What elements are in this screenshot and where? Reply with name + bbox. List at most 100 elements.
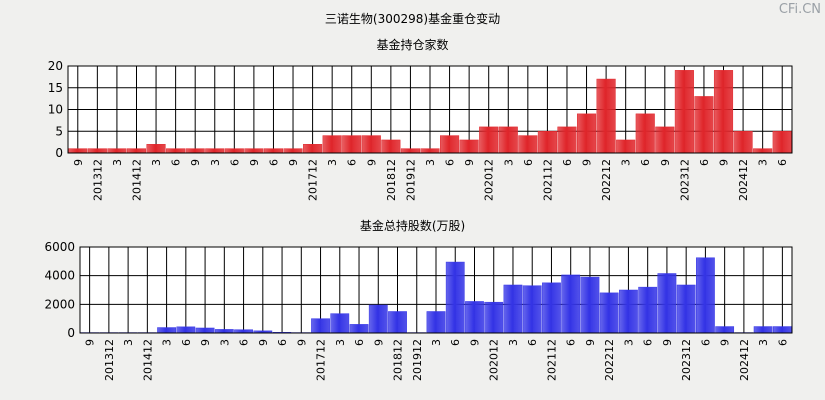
x-tick-label: 201912 [411, 339, 424, 381]
bar-202503 [753, 326, 773, 334]
x-tick-label: 3 [334, 339, 347, 346]
bar-202103 [503, 284, 523, 334]
bar-202009 [465, 301, 484, 334]
x-tick-label: 202112 [545, 339, 558, 381]
x-tick-label: 9 [84, 339, 97, 346]
x-tick-label: 6 [639, 159, 652, 166]
bar-202312 [676, 284, 696, 334]
x-tick-label: 202012 [488, 339, 501, 381]
x-tick-label: 3 [622, 339, 635, 346]
x-tick-label: 3 [502, 159, 515, 166]
x-tick-label: 3 [326, 159, 339, 166]
x-tick-label: 6 [522, 159, 535, 166]
bar-202006 [445, 261, 465, 334]
bar-202409 [715, 326, 735, 334]
x-tick-label: 3 [161, 339, 174, 346]
bar-201603 [214, 329, 234, 334]
x-tick-label: 9 [257, 339, 270, 346]
x-tick-label: 6 [699, 339, 712, 346]
x-tick-label: 3 [111, 159, 124, 166]
x-tick-label: 9 [365, 159, 378, 166]
chart2-title: 基金总持股数(万股) [359, 219, 466, 233]
x-tick-label: 6 [353, 339, 366, 346]
x-tick-label: 9 [661, 339, 674, 346]
x-tick-label: 201712 [315, 339, 328, 381]
bar-202303 [619, 289, 638, 334]
y-tick-label: 0 [55, 146, 63, 160]
bar-201509 [195, 327, 215, 334]
x-tick-label: 201912 [404, 159, 417, 201]
x-tick-label: 9 [295, 339, 308, 346]
x-tick-label: 6 [444, 159, 457, 166]
bar-201712 [311, 318, 330, 334]
x-tick-label: 3 [424, 159, 437, 166]
x-tick-label: 6 [561, 159, 574, 166]
bar-201812 [388, 311, 407, 334]
x-tick-label: 202112 [541, 159, 554, 201]
x-tick-label: 9 [584, 339, 597, 346]
x-tick-label: 3 [620, 159, 633, 166]
main-title: 三诺生物(300298)基金重仓变动 [324, 12, 501, 26]
bar-202003 [426, 311, 446, 334]
watermark: CFi.CN [778, 2, 821, 17]
bar-202306 [638, 286, 658, 334]
plot-frame [79, 246, 793, 334]
x-tick-label: 202212 [603, 339, 616, 381]
y-tick-label: 2000 [44, 297, 75, 311]
x-tick-label: 9 [248, 159, 261, 166]
x-tick-label: 202012 [483, 159, 496, 201]
x-tick-label: 6 [776, 159, 789, 166]
x-tick-label: 6 [698, 159, 711, 166]
x-tick-label: 3 [150, 159, 163, 166]
x-tick-label: 202412 [737, 159, 750, 201]
bar-202112 [542, 282, 561, 334]
x-tick-label: 9 [718, 159, 731, 166]
x-tick-label: 3 [430, 339, 443, 346]
bar-202406 [696, 257, 715, 334]
bar-202106 [522, 285, 542, 334]
x-tick-label: 202212 [600, 159, 613, 201]
x-tick-label: 201412 [141, 339, 154, 381]
x-tick-label: 201712 [307, 159, 320, 201]
x-tick-label: 3 [218, 339, 231, 346]
x-tick-label: 6 [238, 339, 251, 346]
y-tick-label: 15 [48, 81, 63, 95]
x-tick-label: 201812 [392, 339, 405, 381]
bar-201809 [368, 304, 388, 334]
x-tick-label: 201412 [130, 159, 143, 201]
bar-202506 [772, 326, 792, 334]
x-tick-label: 6 [276, 339, 289, 346]
chart1-title: 基金持仓家数 [376, 38, 449, 52]
bar-202309 [657, 273, 677, 334]
y-tick-label: 0 [67, 326, 75, 340]
bar-202012 [484, 301, 504, 334]
x-tick-label: 6 [267, 159, 280, 166]
y-tick-label: 4000 [44, 269, 75, 283]
x-tick-label: 201812 [385, 159, 398, 201]
bar-201806 [349, 324, 369, 334]
bar-201506 [176, 326, 196, 334]
x-tick-label: 6 [776, 339, 789, 346]
x-tick-label: 9 [659, 159, 672, 166]
bar-202206 [561, 274, 581, 334]
x-tick-label: 6 [565, 339, 578, 346]
y-tick-label: 5 [55, 124, 63, 138]
x-tick-label: 3 [209, 159, 222, 166]
x-tick-label: 6 [346, 159, 359, 166]
x-tick-label: 6 [526, 339, 539, 346]
x-tick-label: 202312 [678, 159, 691, 201]
x-tick-label: 6 [642, 339, 655, 346]
y-tick-label: 10 [48, 103, 63, 117]
x-tick-label: 9 [719, 339, 732, 346]
x-tick-label: 9 [372, 339, 385, 346]
x-tick-label: 202312 [680, 339, 693, 381]
bar-201803 [330, 313, 350, 334]
x-tick-label: 3 [507, 339, 520, 346]
bar-202209 [580, 276, 600, 334]
bar-202212 [599, 292, 619, 334]
x-tick-label: 9 [287, 159, 300, 166]
x-tick-label: 6 [228, 159, 241, 166]
x-tick-label: 6 [170, 159, 183, 166]
